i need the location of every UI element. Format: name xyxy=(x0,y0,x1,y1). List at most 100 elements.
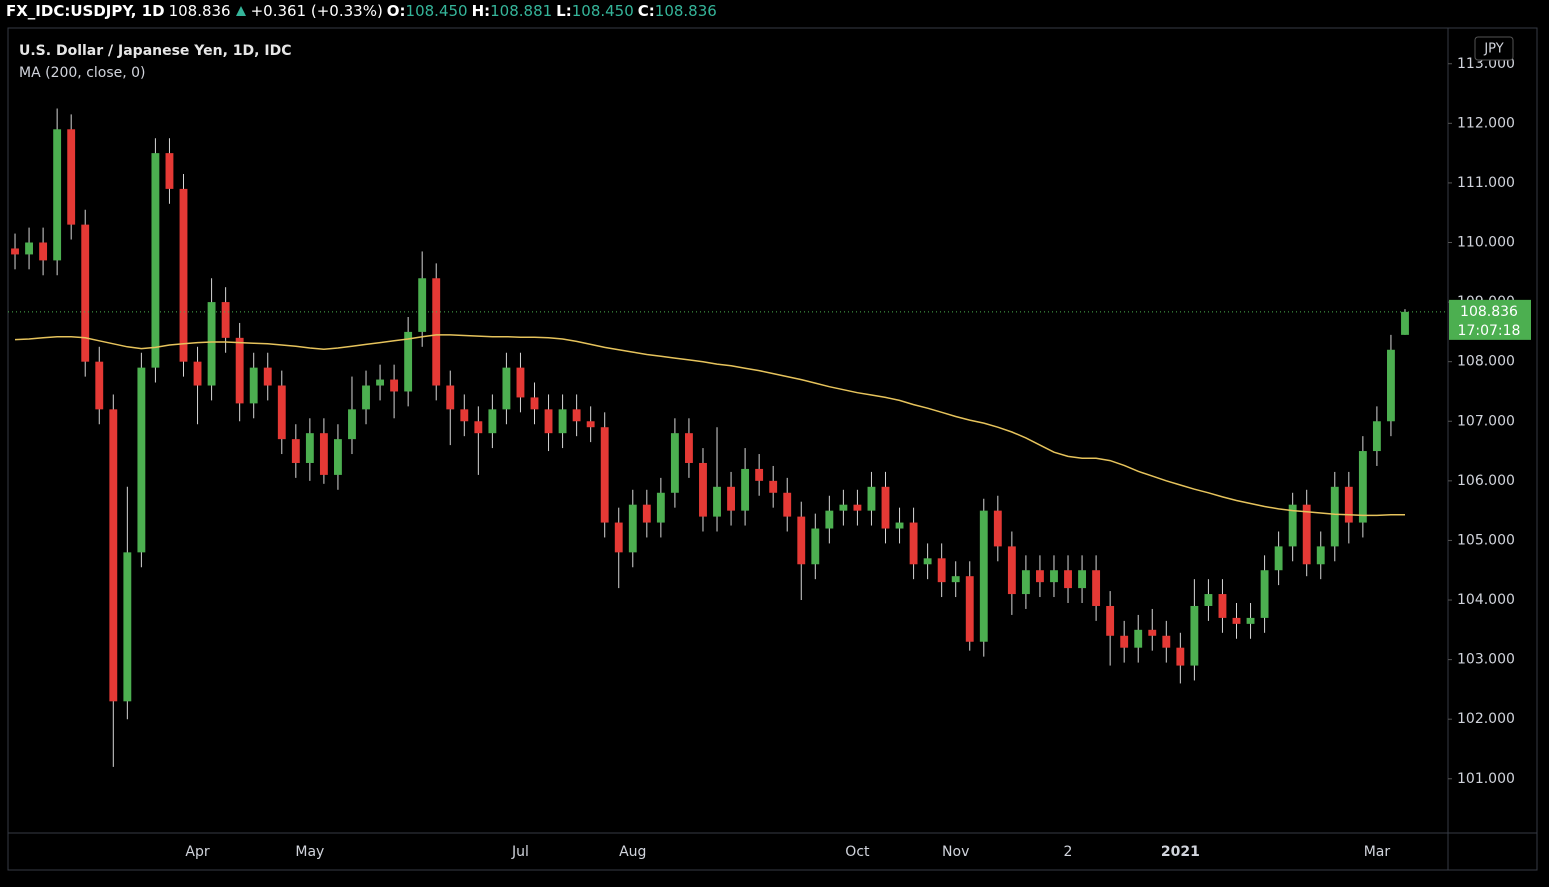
candle-body xyxy=(348,409,356,440)
candle-body xyxy=(1387,349,1395,422)
candle-body xyxy=(741,468,750,511)
candle-body xyxy=(516,367,525,398)
candle-body xyxy=(221,302,230,338)
candle-body xyxy=(1316,546,1325,565)
candle-body xyxy=(1050,570,1058,583)
candle-body xyxy=(586,421,595,428)
y-tick-label: 112.000 xyxy=(1457,115,1515,131)
candle-body xyxy=(334,439,342,475)
candle-body xyxy=(109,409,118,702)
last-price: 108.836 xyxy=(168,2,231,20)
candle-body xyxy=(1134,629,1143,648)
candle-body xyxy=(867,486,876,511)
chart-frame xyxy=(7,27,1538,871)
candle-body xyxy=(502,367,511,410)
candle-body xyxy=(249,367,258,404)
candle-body xyxy=(1064,570,1072,589)
candle-body xyxy=(951,576,960,583)
symbol-header: FX_IDC:USDJPY, 1D 108.836 +0.361 (+0.33%… xyxy=(6,1,721,21)
x-tick-label: 2 xyxy=(1064,844,1073,860)
candle-body xyxy=(474,421,483,434)
candle-body xyxy=(1288,504,1297,547)
high-label: H: xyxy=(471,2,491,20)
chart-title: U.S. Dollar / Japanese Yen, 1D, IDC xyxy=(19,43,291,59)
candle-body xyxy=(446,385,455,410)
candle-body xyxy=(923,558,932,565)
x-tick-label: Aug xyxy=(619,844,646,860)
candle-body xyxy=(727,486,735,511)
candle-body xyxy=(11,248,19,255)
candle-body xyxy=(937,558,946,583)
y-tick-label: 103.000 xyxy=(1457,652,1515,668)
price-tag-countdown: 17:07:18 xyxy=(1458,323,1521,339)
y-tick-label: 105.000 xyxy=(1457,532,1515,548)
up-arrow xyxy=(235,6,246,16)
candle-body xyxy=(1372,421,1381,452)
candle-body xyxy=(432,278,441,386)
candle-body xyxy=(811,528,820,565)
candle-body xyxy=(1401,311,1409,335)
close-label: C: xyxy=(637,2,655,20)
candle-body xyxy=(783,492,792,517)
y-tick-label: 111.000 xyxy=(1457,175,1515,191)
candle-body xyxy=(1260,570,1269,618)
currency-button[interactable] xyxy=(1474,36,1514,61)
candle-body xyxy=(530,397,539,410)
candle-body xyxy=(909,522,918,565)
candle-body xyxy=(1358,451,1367,523)
candle-body xyxy=(123,552,132,702)
candle-body xyxy=(39,242,48,261)
candle-body xyxy=(895,522,904,529)
ma-legend: MA (200, close, 0) xyxy=(19,65,146,81)
candle-body xyxy=(1246,617,1255,624)
candle-body xyxy=(319,433,328,475)
candle-body xyxy=(558,409,567,434)
candle-body xyxy=(95,361,104,410)
candle-body xyxy=(1092,570,1101,606)
candle-body xyxy=(151,153,160,368)
candle-body xyxy=(1232,617,1241,624)
candle-body xyxy=(965,576,974,642)
currency-label[interactable]: JPY xyxy=(1483,42,1503,57)
candle-body xyxy=(1078,570,1086,589)
candle-body xyxy=(1162,635,1171,648)
candle-body xyxy=(179,188,188,362)
candle-body xyxy=(25,242,33,255)
candle-body xyxy=(1036,570,1044,583)
y-tick-label: 110.000 xyxy=(1457,235,1515,251)
candle-body xyxy=(460,409,469,422)
candle-body xyxy=(1344,486,1353,523)
candle-body xyxy=(825,510,834,529)
y-tick-label: 102.000 xyxy=(1457,711,1515,727)
candle-body xyxy=(685,433,693,463)
x-tick-label: Mar xyxy=(1364,844,1391,860)
candle-body xyxy=(1148,629,1157,636)
axes: 101.000 102.000 103.000 104.000 105.000 106.0… xyxy=(185,56,1531,860)
ma-line xyxy=(14,334,1405,517)
open-label: O: xyxy=(386,2,406,20)
candle-body xyxy=(993,510,1002,547)
y-tick-label: 106.000 xyxy=(1457,473,1515,489)
y-tick-label: 101.000 xyxy=(1457,771,1515,787)
candle-body xyxy=(137,367,146,553)
candle-body xyxy=(404,331,413,392)
candle-body xyxy=(1176,647,1185,666)
candle-body xyxy=(263,367,272,386)
candle-body xyxy=(979,510,988,642)
candle-body xyxy=(81,224,90,362)
candle-body xyxy=(642,504,651,523)
candle-body xyxy=(376,379,384,386)
close-value: 108.836 xyxy=(654,2,717,20)
candle-body xyxy=(235,337,244,404)
price-tag xyxy=(1449,299,1531,340)
y-tick-label: 104.000 xyxy=(1457,592,1515,608)
change: +0.361 (+0.33%) xyxy=(250,2,383,20)
low-label: L: xyxy=(556,2,572,20)
candle-body xyxy=(53,129,62,261)
candle-body xyxy=(670,433,679,493)
candle-body xyxy=(769,480,778,493)
x-tick-label: 2021 xyxy=(1161,844,1200,860)
candle-body xyxy=(1204,594,1213,606)
candle-body xyxy=(362,385,370,410)
